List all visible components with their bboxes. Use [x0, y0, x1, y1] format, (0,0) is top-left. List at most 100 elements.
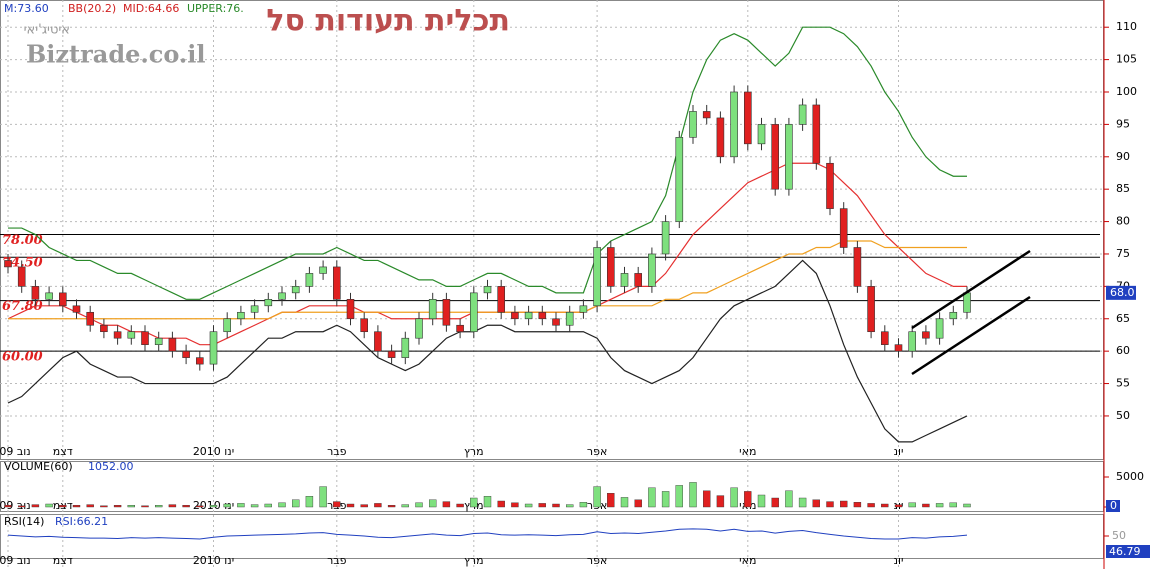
- y-tick-label: 85: [1116, 182, 1130, 195]
- candle-body: [826, 162, 834, 209]
- candle-body: [278, 292, 286, 300]
- volume-bar: [949, 502, 957, 508]
- candle-body: [237, 311, 245, 320]
- indicator-m: M:73.60: [4, 2, 49, 15]
- volume-bar: [538, 503, 546, 508]
- candle-body: [511, 311, 519, 320]
- trend-line: [911, 295, 1031, 376]
- candle-body: [31, 286, 40, 300]
- candle-body: [634, 273, 643, 287]
- volume-bar: [935, 503, 944, 508]
- candle-body: [483, 286, 492, 294]
- x-tick-label: מאי: [739, 554, 756, 567]
- candle-body: [17, 266, 26, 287]
- indicator-bb: BB(20.2): [68, 2, 116, 15]
- volume-bar: [963, 503, 971, 508]
- volume-bar: [292, 499, 300, 508]
- candle-body: [346, 299, 355, 320]
- candle-body: [196, 357, 204, 365]
- candle-body: [785, 124, 793, 190]
- candle-body: [648, 253, 656, 287]
- volume-bar: [566, 504, 574, 508]
- volume-bar: [757, 494, 766, 508]
- volume-bar: [442, 501, 451, 508]
- indicator-mid: MID:64.66: [123, 2, 179, 15]
- candle-body: [223, 318, 231, 333]
- candle-body: [497, 286, 506, 313]
- candle-body: [428, 299, 437, 320]
- x-tick-label: אפר: [587, 554, 607, 567]
- indicator-line: [7, 259, 968, 443]
- candle-body: [469, 292, 478, 333]
- indicator-line: [8, 240, 967, 320]
- volume-bar: [908, 502, 916, 508]
- volume-bar: [59, 505, 67, 508]
- rsi-current: RSI:66.21: [55, 515, 108, 528]
- candle-body: [853, 247, 862, 287]
- x-tick-label: מרץ: [464, 554, 484, 567]
- volume-bar: [72, 505, 81, 508]
- candle-body: [127, 331, 136, 339]
- candle-body: [743, 91, 752, 145]
- candle-body: [565, 311, 574, 326]
- volume-bar: [456, 503, 464, 508]
- volume-bar: [387, 505, 396, 508]
- volume-bar: [100, 505, 108, 508]
- candle-body: [113, 331, 122, 339]
- candle-body: [58, 292, 67, 307]
- candle-body: [154, 337, 163, 345]
- last-price-label: 68.0: [1110, 286, 1135, 299]
- level-label: 78.00: [2, 233, 43, 248]
- volume-bar: [524, 503, 533, 508]
- volume-bar: [333, 501, 341, 508]
- y-tick-label: 95: [1116, 117, 1130, 130]
- volume-bar: [620, 497, 629, 508]
- rsi-last-label: 46.79: [1109, 545, 1141, 558]
- volume-bar: [470, 497, 478, 508]
- level-label: 74.50: [2, 256, 43, 271]
- candle-body: [100, 324, 108, 333]
- volume-bar: [305, 496, 314, 508]
- rsi-last-box: [1106, 545, 1150, 558]
- candle-body: [45, 292, 53, 300]
- x-tick-label: 2009 נוב: [0, 499, 31, 512]
- volume-last-box: [1106, 500, 1120, 512]
- volume-bar: [45, 503, 53, 508]
- candle-body: [702, 111, 711, 119]
- candle-body: [922, 331, 930, 339]
- candle-body: [401, 337, 410, 358]
- candle-body: [552, 318, 560, 326]
- volume-last-label: 0: [1110, 499, 1117, 512]
- indicator-line: [8, 26, 967, 300]
- volume-bar: [360, 504, 368, 508]
- y-tick-label: 65: [1116, 312, 1130, 325]
- candle-body: [579, 305, 588, 313]
- candle-body: [168, 337, 177, 352]
- volume-bar: [785, 490, 793, 508]
- volume-bar: [840, 500, 848, 508]
- y-tick-label: 80: [1116, 215, 1130, 228]
- candle-body: [291, 286, 300, 294]
- volume-bar: [127, 505, 136, 508]
- volume-bar: [552, 503, 560, 508]
- candle-body: [894, 344, 903, 352]
- candle-body: [593, 247, 601, 307]
- volume-bar: [401, 504, 409, 508]
- volume-bar: [264, 503, 272, 508]
- volume-bar: [86, 504, 94, 508]
- candle-body: [141, 331, 149, 345]
- volume-bar: [511, 502, 519, 508]
- volume-bar: [894, 504, 903, 508]
- candle-body: [689, 111, 697, 138]
- level-label: 60.00: [2, 350, 43, 365]
- candle-body: [442, 299, 451, 326]
- x-tick-label: 2009 נוב: [0, 445, 31, 458]
- y-tick-label: 5000: [1116, 470, 1144, 483]
- volume-bar: [661, 491, 670, 508]
- volume-bar: [168, 504, 177, 508]
- candle-body: [209, 331, 218, 365]
- candle-body: [250, 305, 259, 313]
- volume-bar: [867, 503, 875, 508]
- candle-body: [880, 331, 889, 345]
